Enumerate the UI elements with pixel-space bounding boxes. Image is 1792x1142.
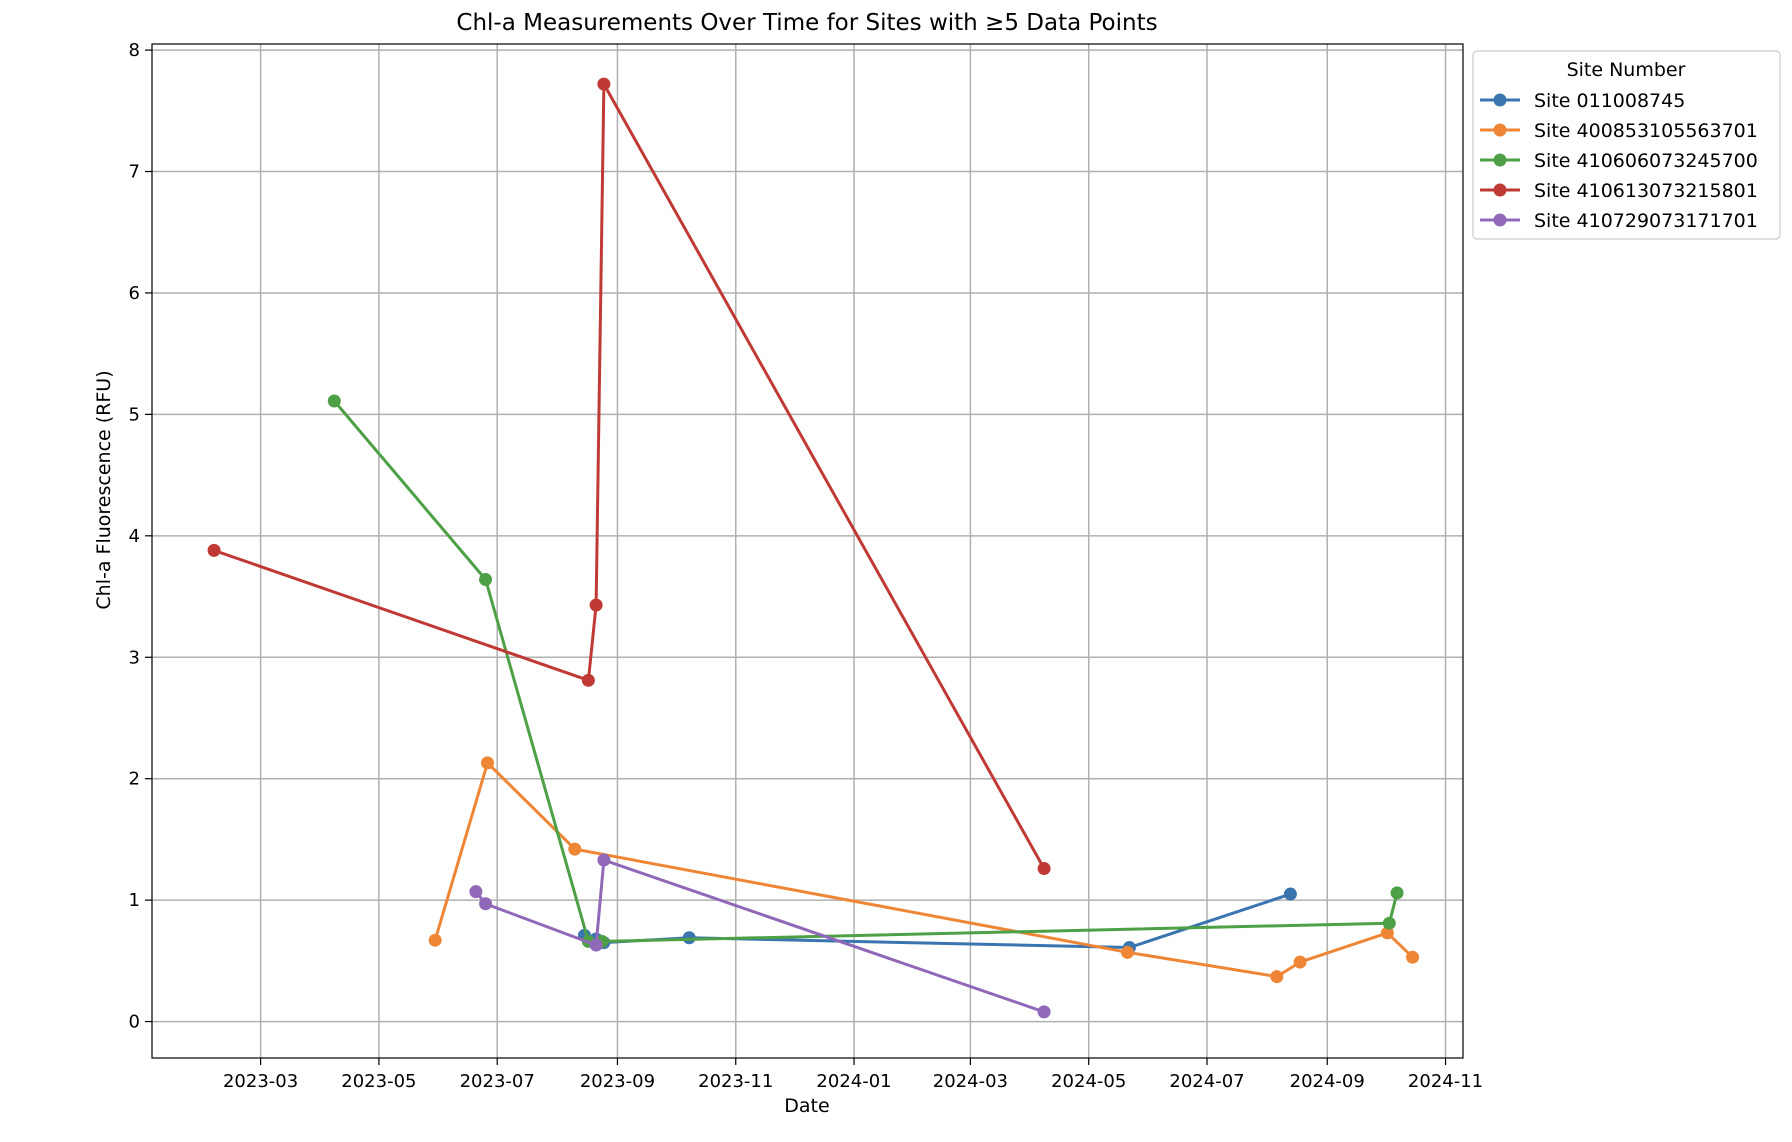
grid <box>152 44 1463 1058</box>
plot-frame <box>151 43 1464 1059</box>
y-tick-label: 0 <box>129 1012 140 1033</box>
data-point <box>682 931 696 945</box>
data-point <box>479 573 493 587</box>
data-point <box>1293 955 1307 969</box>
y-tick-label: 5 <box>129 404 140 425</box>
legend-label: Site 410606073245700 <box>1534 150 1758 172</box>
y-tick-label: 4 <box>129 526 140 547</box>
legend-marker <box>1493 183 1507 197</box>
legend-marker <box>1493 213 1507 227</box>
x-axis-title: Date <box>784 1095 829 1117</box>
x-tick-label: 2024-07 <box>1169 1071 1244 1092</box>
data-point <box>1037 862 1051 876</box>
y-tick-label: 2 <box>129 769 140 790</box>
data-point <box>597 853 611 867</box>
legend-label: Site 410729073171701 <box>1534 210 1758 232</box>
legend-label: Site 011008745 <box>1534 90 1685 112</box>
series-line <box>212 82 1046 871</box>
x-tick-label: 2023-07 <box>460 1071 535 1092</box>
y-tick-label: 3 <box>129 647 140 668</box>
data-point <box>1120 945 1134 959</box>
legend-item: Site 011008745 <box>1480 90 1685 112</box>
data-point <box>1382 916 1396 930</box>
data-point <box>428 933 442 947</box>
legend-item: Site 410729073171701 <box>1480 210 1758 232</box>
series <box>577 887 1297 954</box>
x-tick-label: 2024-03 <box>933 1071 1008 1092</box>
data-point <box>479 897 493 911</box>
x-tick-label: 2023-11 <box>698 1071 773 1092</box>
x-tick-label: 2024-11 <box>1408 1071 1483 1092</box>
legend-item: Site 410613073215801 <box>1480 180 1758 202</box>
data-point <box>1390 886 1404 900</box>
data-point <box>597 77 611 91</box>
series <box>327 394 1404 948</box>
x-tick-label: 2023-05 <box>341 1071 416 1092</box>
y-tick-label: 1 <box>129 890 140 911</box>
data-point <box>1283 887 1297 901</box>
y-axis-title: Chl-a Fluorescence (RFU) <box>93 370 115 609</box>
data-point <box>581 673 595 687</box>
series-line <box>433 761 1415 979</box>
legend-box <box>1472 50 1781 240</box>
legend-title: Site Number <box>1567 59 1686 81</box>
data-point <box>568 842 582 856</box>
data-point <box>481 756 495 770</box>
series <box>428 756 1420 984</box>
y-tick-label: 6 <box>129 283 140 304</box>
legend-marker <box>1493 93 1507 107</box>
series <box>207 77 1051 876</box>
legend-item: Site 400853105563701 <box>1480 120 1758 142</box>
series <box>469 853 1051 1019</box>
axis-ticks: 2023-03 2023-05 2023-07 2023-09 2023-11 2024-… <box>129 40 1484 1092</box>
plot-area <box>207 77 1420 1019</box>
legend-label: Site 410613073215801 <box>1534 180 1758 202</box>
legend-items: Site 011008745 Site 400853105563701 Site 4… <box>1480 90 1758 232</box>
legend: Site Number Site 011008745 Site 400853105… <box>1472 50 1781 240</box>
x-tick-label: 2023-03 <box>223 1071 298 1092</box>
data-point <box>1037 1005 1051 1019</box>
legend-item: Site 410606073245700 <box>1480 150 1758 172</box>
data-point <box>327 394 341 408</box>
legend-label: Site 400853105563701 <box>1534 120 1758 142</box>
data-point <box>589 598 603 612</box>
x-tick-label: 2023-09 <box>580 1071 655 1092</box>
data-point <box>1380 926 1394 940</box>
x-tick-label: 2024-05 <box>1051 1071 1126 1092</box>
legend-marker <box>1493 123 1507 137</box>
data-point <box>1406 950 1420 964</box>
series-line <box>332 399 1399 943</box>
x-tick-label: 2024-01 <box>816 1071 891 1092</box>
x-tick-label: 2024-09 <box>1290 1071 1365 1092</box>
data-point <box>589 938 603 952</box>
data-point <box>469 885 483 899</box>
data-point <box>1270 970 1284 984</box>
chart-title: Chl-a Measurements Over Time for Sites w… <box>456 10 1157 36</box>
y-tick-label: 7 <box>129 162 140 183</box>
legend-marker <box>1493 153 1507 167</box>
data-point <box>207 543 221 557</box>
y-tick-label: 8 <box>129 40 140 61</box>
